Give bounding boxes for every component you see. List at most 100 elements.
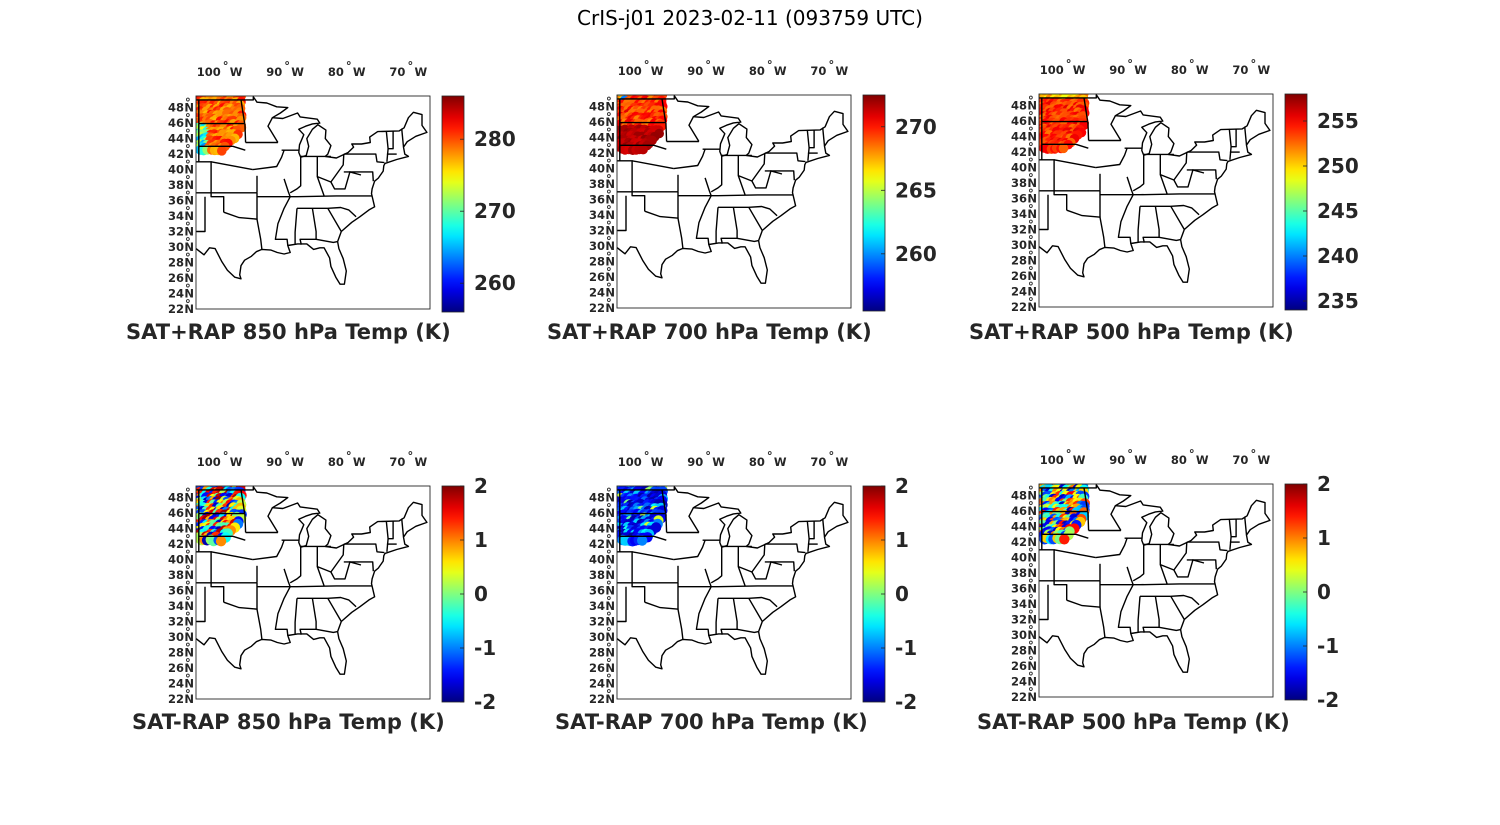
lon-degree-symbol: °: [705, 59, 711, 72]
state-border: [1110, 505, 1122, 531]
lat-tick-label: 48: [168, 491, 184, 505]
lat-degree-symbol: °: [606, 141, 612, 155]
lat-degree-symbol: °: [185, 282, 191, 296]
lat-tick-label: 38: [1011, 566, 1027, 580]
lat-hemisphere: N: [605, 584, 615, 598]
lat-tick-label: 48: [168, 101, 184, 115]
panel-sat-minus-rap-700: 48 ° N 46 ° N 44 ° N 42 ° N 40 ° N 38 ° N 36 ° N 34 ° N 32 ° N 30 ° N…: [547, 450, 1027, 780]
observation-swath: [617, 486, 668, 547]
lat-tick-label: 40: [1011, 161, 1027, 175]
lat-hemisphere: N: [184, 194, 194, 208]
lat-hemisphere: N: [605, 255, 615, 269]
observation-swath: [617, 95, 668, 155]
colorbar: [1284, 93, 1308, 311]
lat-degree-symbol: °: [606, 610, 612, 624]
state-border: [673, 148, 706, 170]
lat-tick-label: 32: [168, 615, 184, 629]
lat-hemisphere: N: [605, 522, 615, 536]
colorbar-tick-label: 2: [1317, 472, 1331, 496]
lon-tick-label: 90: [1109, 63, 1125, 77]
state-border: [330, 561, 362, 580]
lat-hemisphere: N: [1027, 114, 1037, 128]
state-border: [661, 489, 667, 514]
state-border: [806, 520, 810, 552]
lat-hemisphere: N: [605, 506, 615, 520]
lon-degree-symbol: °: [828, 59, 834, 72]
lat-hemisphere: N: [184, 132, 194, 146]
lon-degree-symbol: °: [1127, 448, 1133, 461]
lon-tick-label: 90: [266, 65, 282, 79]
state-border: [196, 196, 206, 233]
lat-tick-label: 28: [168, 646, 184, 660]
lat-hemisphere: N: [605, 677, 615, 691]
lat-tick-label: 40: [1011, 551, 1027, 565]
lat-degree-symbol: °: [1028, 484, 1034, 498]
state-border: [330, 171, 362, 190]
state-border: [316, 176, 325, 197]
state-border: [665, 122, 668, 142]
colorbar-tick-label: -1: [1317, 634, 1339, 658]
state-border: [678, 194, 794, 197]
lat-hemisphere: N: [605, 131, 615, 145]
lat-hemisphere: N: [1027, 285, 1037, 299]
lat-hemisphere: N: [1027, 551, 1037, 565]
lat-tick-label: 42: [589, 146, 605, 160]
lat-tick-label: 26: [589, 661, 605, 675]
lat-hemisphere: N: [1027, 192, 1037, 206]
state-border: [240, 99, 246, 124]
state-border: [1039, 194, 1049, 231]
state-border: [644, 210, 679, 219]
state-border: [316, 566, 325, 587]
state-border: [196, 161, 212, 193]
coastline: [617, 95, 849, 284]
lat-hemisphere: N: [1027, 582, 1037, 596]
lon-degree-symbol: °: [828, 450, 834, 463]
state-border: [677, 191, 684, 249]
lon-tick-label: 90: [687, 455, 703, 469]
colorbar-tick-label: 235: [1317, 289, 1359, 313]
state-border: [748, 206, 763, 231]
lat-hemisphere: N: [184, 178, 194, 192]
lon-degree-symbol: °: [1066, 448, 1072, 461]
state-border: [289, 155, 302, 194]
swath-point: [638, 144, 648, 155]
lat-degree-symbol: °: [1028, 109, 1034, 123]
lat-degree-symbol: °: [1028, 295, 1034, 309]
lat-degree-symbol: °: [1028, 639, 1034, 653]
lat-degree-symbol: °: [185, 142, 191, 156]
lon-hemisphere: W: [353, 65, 366, 79]
state-border: [688, 507, 700, 533]
lat-tick-label: 48: [589, 491, 605, 505]
map-frame: [1038, 483, 1274, 698]
state-border: [809, 520, 815, 540]
state-border: [718, 596, 778, 608]
lon-tick-label: 100: [618, 455, 642, 469]
lat-degree-symbol: °: [606, 641, 612, 655]
state-border: [631, 191, 646, 212]
lat-degree-symbol: °: [1028, 670, 1034, 684]
lat-degree-symbol: °: [1028, 561, 1034, 575]
lat-tick-label: 22: [1011, 300, 1027, 314]
lat-degree-symbol: °: [185, 251, 191, 265]
state-border: [1137, 206, 1141, 242]
state-border: [619, 144, 667, 150]
lat-tick-label: 44: [589, 522, 605, 536]
state-border: [343, 543, 385, 554]
colorbar-tick-label: 2: [474, 474, 488, 498]
lat-hemisphere: N: [184, 630, 194, 644]
lat-hemisphere: N: [1027, 130, 1037, 144]
state-border: [710, 154, 723, 193]
state-border: [617, 160, 633, 192]
state-border: [751, 170, 783, 189]
state-border: [1099, 580, 1106, 638]
state-border: [678, 585, 794, 588]
state-border: [1244, 126, 1248, 146]
state-border: [1186, 151, 1228, 162]
lat-tick-label: 44: [1011, 130, 1027, 144]
lon-tick-label: 100: [1040, 63, 1064, 77]
state-border: [315, 628, 338, 634]
lat-tick-label: 32: [589, 615, 605, 629]
panel-caption: SAT+RAP 500 hPa Temp (K): [969, 320, 1294, 344]
lat-hemisphere: N: [184, 506, 194, 520]
colorbar-tick-label: 0: [895, 582, 909, 606]
